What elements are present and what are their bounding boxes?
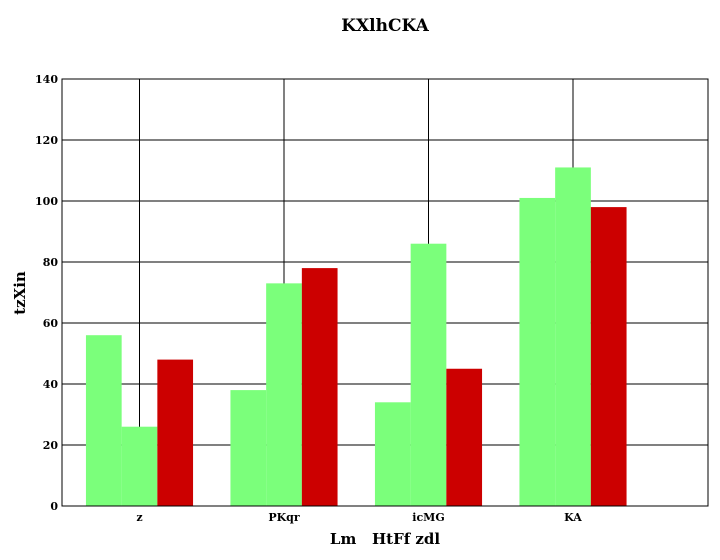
- bars: [85, 167, 627, 506]
- bar-icMG-s1: [374, 402, 411, 506]
- x-tick-labels: z PKqr icMG KA: [136, 511, 582, 524]
- bar-z-s1: [85, 335, 122, 506]
- bar-icMG-s2: [410, 243, 447, 506]
- x-tick-label: icMG: [412, 511, 444, 524]
- bar-z-s3: [157, 359, 194, 506]
- chart-title: KXlhCKA: [341, 16, 429, 36]
- x-axis-label: Lm HtFf zdl: [330, 530, 441, 548]
- y-tick-label: 20: [43, 439, 59, 452]
- bar-z-s2: [121, 426, 158, 506]
- bar-KA-s3: [590, 207, 627, 506]
- y-tick-label: 40: [43, 378, 59, 391]
- y-tick-label: 140: [35, 73, 58, 86]
- bar-PKqr-s3: [301, 268, 338, 506]
- y-tick-label: 80: [43, 256, 59, 269]
- plot-frame: [61, 78, 709, 507]
- bar-PKqr-s1: [230, 390, 267, 506]
- y-tick-labels: 0 20 40 60 80 100 120 140: [35, 73, 58, 513]
- bar-KA-s2: [555, 167, 591, 506]
- y-axis-label: tzXin: [11, 271, 29, 315]
- y-tick-label: 100: [35, 195, 58, 208]
- y-tick-label: 120: [35, 134, 58, 147]
- x-tick-label: KA: [564, 511, 582, 524]
- bar-PKqr-s2: [266, 283, 302, 506]
- bar-KA-s1: [519, 197, 556, 506]
- x-tick-label: z: [136, 511, 142, 524]
- bar-icMG-s3: [446, 368, 483, 506]
- y-tick-label: 0: [50, 500, 58, 513]
- y-tick-label: 60: [43, 317, 59, 330]
- x-tick-label: PKqr: [268, 511, 300, 524]
